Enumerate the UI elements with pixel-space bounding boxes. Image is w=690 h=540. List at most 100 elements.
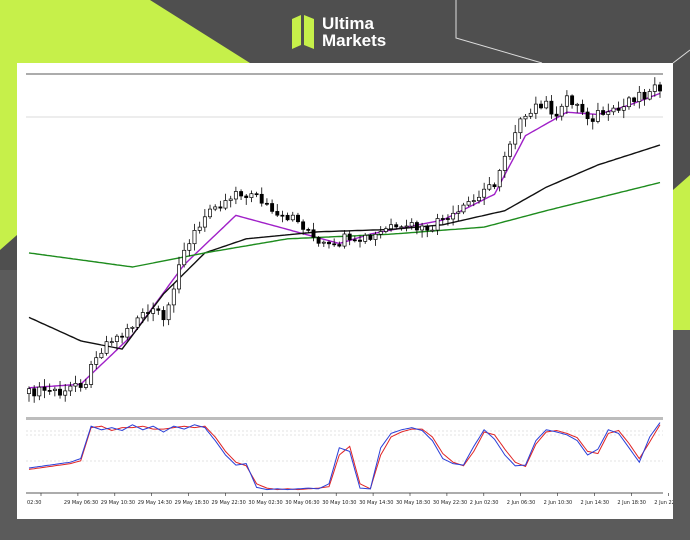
x-tick-label: 2 Jun 06:30 — [507, 500, 536, 506]
candle-body — [125, 328, 130, 338]
candlestick — [32, 385, 37, 403]
candlestick — [627, 95, 631, 110]
candle-body — [383, 228, 388, 232]
x-tick-label: 30 May 10:30 — [322, 500, 356, 506]
candlestick — [192, 223, 197, 251]
candle-body — [42, 386, 47, 391]
candlestick — [425, 224, 430, 238]
candlestick — [249, 190, 254, 203]
candle-body — [389, 224, 393, 230]
candle-body — [658, 84, 662, 92]
candlestick — [539, 100, 543, 110]
candle-body — [233, 191, 238, 200]
candle-body — [321, 241, 326, 244]
x-tick-label: 30 May 18:30 — [396, 500, 430, 506]
candle-body — [477, 196, 481, 202]
candle-body — [171, 288, 176, 306]
brand-name-line1: Ultima — [322, 14, 374, 33]
candle-body — [63, 390, 68, 396]
x-tick-label: 2 Jun 14:30 — [581, 500, 610, 506]
candle-body — [109, 341, 114, 343]
candlestick — [585, 107, 590, 126]
candlestick — [120, 332, 125, 344]
candle-body — [482, 188, 487, 198]
candlestick — [27, 386, 31, 402]
deco-line — [455, 0, 543, 64]
candle-body — [244, 195, 249, 198]
accent-band-left — [0, 0, 250, 250]
candle-body — [290, 214, 295, 221]
accent-band-right — [673, 175, 690, 330]
candle-body — [228, 198, 233, 201]
x-tick-label: 2 Jun 18:30 — [617, 500, 646, 506]
candle-body — [347, 233, 352, 241]
candlestick — [518, 117, 523, 139]
x-tick-label: 29 May 22:30 — [212, 500, 246, 506]
candle-body — [523, 115, 528, 120]
x-tick-label: 30 May 14:30 — [359, 500, 393, 506]
candlestick — [285, 212, 290, 222]
candlestick — [104, 335, 109, 356]
candlestick — [161, 306, 166, 327]
candle-body — [461, 204, 466, 213]
candlestick — [642, 88, 647, 106]
candlestick — [528, 108, 533, 119]
candle-body — [358, 239, 362, 242]
x-tick-label: 2 Jun 22:30 — [654, 500, 673, 506]
candlestick — [321, 240, 326, 247]
candle-body — [27, 388, 31, 394]
candlestick — [332, 238, 337, 247]
candle-body — [337, 244, 342, 247]
candle-body — [368, 234, 373, 240]
candlestick — [270, 199, 275, 214]
candle-body — [94, 357, 99, 365]
candlestick — [497, 168, 502, 192]
candlestick — [83, 378, 88, 390]
candle-body — [508, 143, 512, 157]
candlestick — [523, 113, 528, 127]
candlestick — [632, 96, 637, 106]
candlestick — [363, 232, 368, 244]
candlestick — [559, 103, 564, 121]
candle-body — [140, 312, 145, 319]
candle-body — [316, 237, 321, 244]
candlestick — [637, 85, 642, 109]
candle-body — [409, 222, 414, 227]
candle-body — [32, 388, 37, 397]
oscillator-main-line — [28, 422, 661, 491]
candle-body — [301, 221, 306, 230]
candle-body — [47, 390, 52, 392]
candle-body — [637, 91, 642, 102]
candle-body — [430, 229, 435, 232]
candle-body — [130, 326, 135, 329]
candlestick — [63, 384, 68, 402]
candle-body — [182, 249, 187, 266]
candlestick — [208, 204, 212, 220]
candle-body — [425, 225, 430, 231]
candle-body — [414, 222, 419, 231]
candlestick — [151, 302, 156, 322]
candle-body — [549, 100, 554, 115]
candle-body — [187, 243, 192, 251]
candle-body — [259, 193, 264, 204]
candlestick — [146, 304, 150, 322]
candlestick — [254, 191, 259, 198]
candle-body — [595, 110, 600, 122]
candle-body — [352, 239, 357, 242]
candlestick — [420, 222, 425, 238]
candlestick — [487, 177, 492, 191]
candlestick — [461, 202, 466, 215]
candle-body — [492, 184, 497, 188]
candle-body — [632, 97, 637, 102]
candle-body — [99, 352, 104, 359]
candle-body — [627, 97, 631, 108]
candle-body — [399, 226, 404, 229]
candlestick — [166, 302, 171, 326]
candlestick — [244, 194, 249, 205]
candle-body — [280, 214, 285, 217]
candle-body — [73, 383, 78, 387]
candlestick — [358, 235, 362, 248]
candlestick — [311, 222, 316, 242]
candlestick — [513, 124, 518, 150]
candlestick — [47, 383, 52, 395]
